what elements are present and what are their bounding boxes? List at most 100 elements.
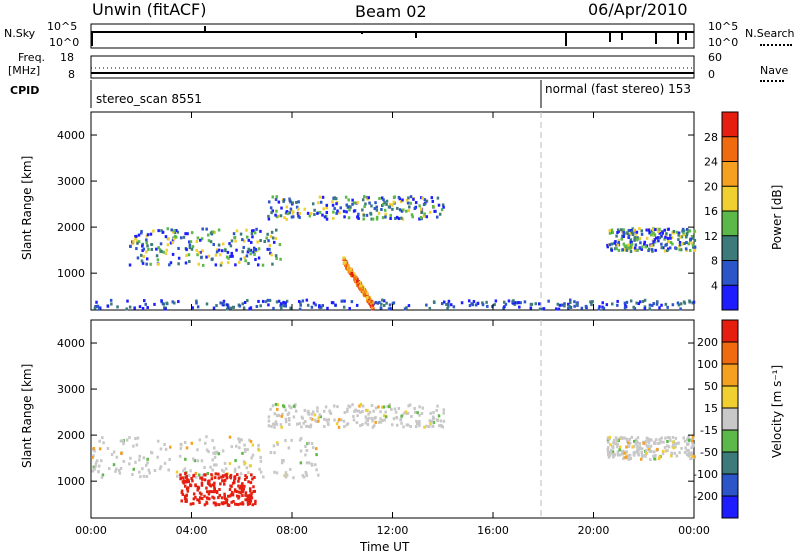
- data-cell: [622, 242, 626, 246]
- data-cell: [398, 208, 402, 212]
- data-cell: [343, 215, 346, 219]
- data-cell: [618, 436, 622, 440]
- data-cell: [657, 457, 661, 461]
- data-cell: [274, 213, 277, 217]
- data-cell: [161, 230, 165, 234]
- y-tick-label: 3000: [57, 383, 85, 396]
- data-cell: [589, 300, 592, 304]
- data-cell: [244, 498, 247, 502]
- data-cell: [403, 307, 407, 311]
- data-cell: [445, 303, 448, 307]
- data-cell: [116, 305, 119, 309]
- data-cell: [195, 240, 199, 244]
- data-cell: [421, 196, 424, 200]
- data-cell: [652, 231, 655, 235]
- data-cell: [295, 205, 299, 209]
- data-cell: [239, 438, 242, 442]
- data-cell: [117, 469, 121, 473]
- data-cell: [208, 497, 211, 501]
- data-cell: [245, 228, 248, 232]
- data-cell: [375, 208, 379, 212]
- data-cell: [378, 300, 381, 304]
- data-cell: [238, 440, 241, 444]
- data-cell: [284, 471, 288, 475]
- data-cell: [290, 438, 293, 442]
- data-cell: [690, 454, 694, 458]
- data-cell: [310, 463, 314, 467]
- data-cell: [273, 412, 277, 416]
- data-cell: [192, 474, 195, 478]
- data-cell: [613, 247, 617, 251]
- data-cell: [400, 216, 403, 220]
- data-cell: [247, 261, 250, 265]
- data-cell: [172, 237, 176, 241]
- data-cell: [330, 301, 334, 305]
- x-tick-label: 00:00: [678, 524, 710, 537]
- data-cell: [563, 302, 566, 306]
- data-cell: [182, 481, 186, 485]
- data-cell: [405, 209, 408, 213]
- data-cell: [381, 405, 384, 409]
- data-cell: [643, 240, 647, 244]
- data-cell: [245, 498, 249, 502]
- data-cell: [166, 227, 170, 231]
- data-cell: [416, 422, 419, 426]
- data-cell: [670, 452, 674, 456]
- data-cell: [196, 498, 199, 502]
- data-cell: [92, 465, 96, 469]
- data-cell: [656, 441, 660, 445]
- data-cell: [655, 300, 659, 304]
- data-cell: [431, 199, 435, 203]
- data-cell: [153, 302, 156, 306]
- data-cell: [557, 307, 561, 311]
- data-cell: [222, 299, 226, 303]
- data-cell: [658, 441, 662, 445]
- data-cell: [367, 412, 370, 416]
- data-cell: [185, 493, 188, 497]
- data-cell: [356, 201, 359, 205]
- data-cell: [223, 495, 226, 499]
- data-cell: [651, 243, 655, 247]
- data-cell: [540, 307, 543, 311]
- data-cell: [183, 484, 187, 488]
- data-cell: [282, 198, 286, 202]
- data-cell: [672, 446, 675, 450]
- data-cell: [180, 499, 183, 503]
- data-cell: [409, 425, 412, 429]
- data-cell: [114, 469, 117, 473]
- colorbar-swatch: [722, 211, 738, 236]
- data-cell: [523, 300, 527, 304]
- data-cell: [442, 419, 446, 423]
- data-cell: [224, 249, 227, 253]
- data-cell: [346, 264, 350, 268]
- data-cell: [212, 484, 216, 488]
- data-cell: [280, 306, 283, 310]
- data-cell: [430, 196, 434, 200]
- data-cell: [429, 411, 432, 415]
- data-cell: [385, 301, 388, 305]
- data-cell: [354, 277, 357, 281]
- data-cell: [159, 465, 163, 469]
- data-cell: [251, 235, 254, 239]
- data-cell: [627, 441, 630, 445]
- data-cell: [628, 441, 632, 445]
- data-cell: [150, 247, 154, 251]
- data-cell: [601, 301, 604, 305]
- data-cell: [183, 496, 187, 500]
- data-cell: [301, 416, 305, 420]
- data-cell: [643, 242, 646, 246]
- data-cell: [397, 407, 401, 411]
- data-cell: [616, 299, 619, 303]
- data-cell: [334, 303, 337, 307]
- data-cell: [647, 247, 651, 251]
- freq-tick-top: 18: [60, 51, 74, 64]
- data-cell: [168, 445, 172, 449]
- data-cell: [355, 421, 359, 425]
- data-cell: [134, 237, 137, 241]
- data-cell: [188, 243, 192, 247]
- data-cell: [665, 232, 668, 236]
- data-cell: [647, 441, 651, 445]
- data-cell: [227, 256, 230, 260]
- x-tick-label: 12:00: [377, 524, 409, 537]
- data-cell: [686, 442, 689, 446]
